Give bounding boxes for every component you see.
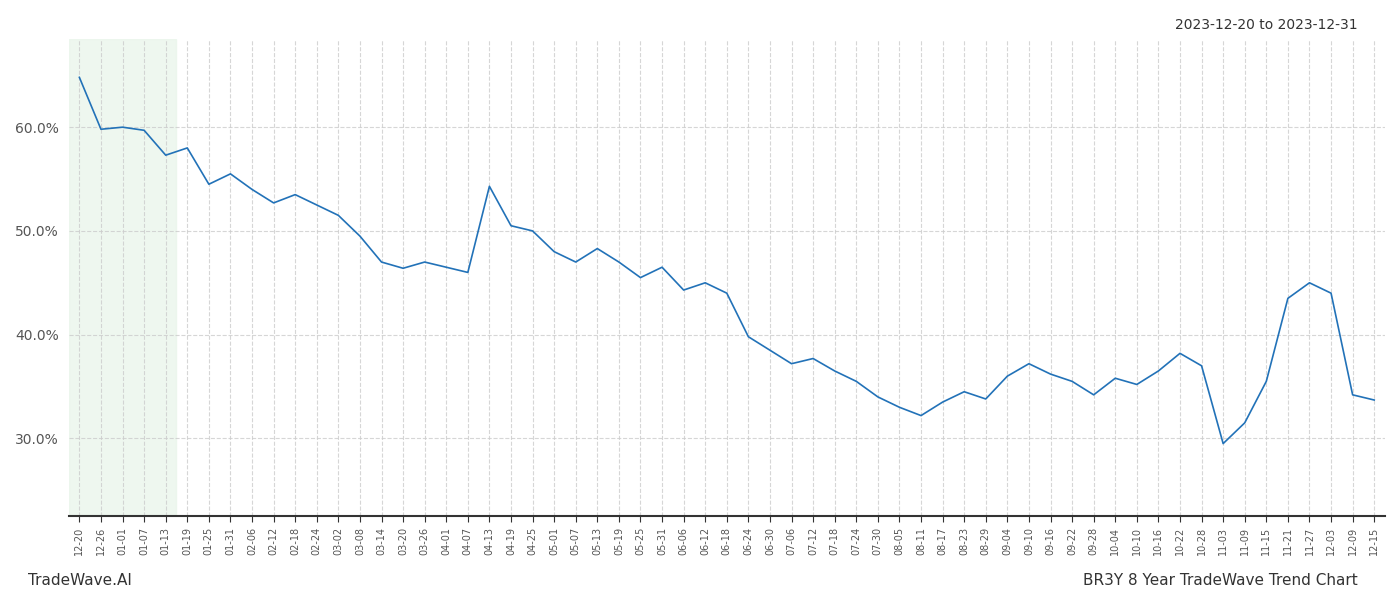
Bar bbox=[69, 39, 176, 516]
Text: 2023-12-20 to 2023-12-31: 2023-12-20 to 2023-12-31 bbox=[1176, 18, 1358, 32]
Text: BR3Y 8 Year TradeWave Trend Chart: BR3Y 8 Year TradeWave Trend Chart bbox=[1084, 573, 1358, 588]
Text: TradeWave.AI: TradeWave.AI bbox=[28, 573, 132, 588]
